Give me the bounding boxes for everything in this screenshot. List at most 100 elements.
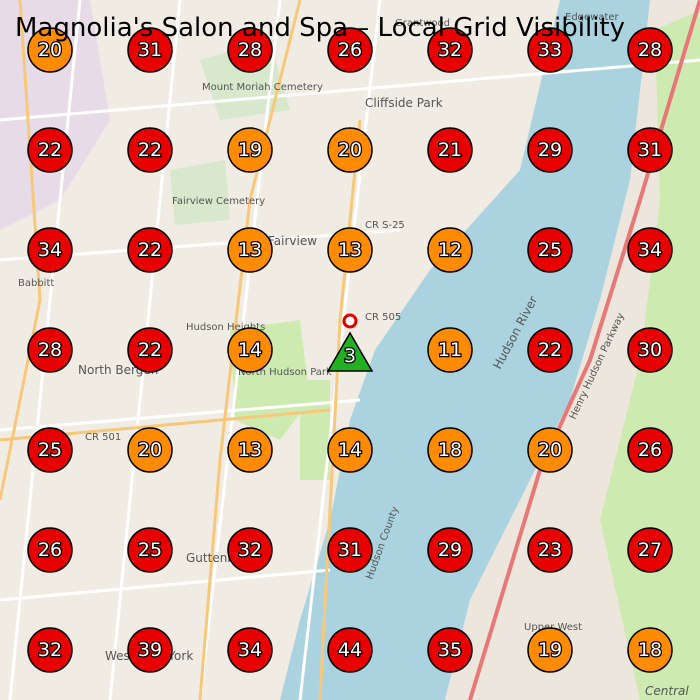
grid-point: 19	[527, 627, 573, 673]
grid-point: 20	[527, 427, 573, 473]
rank-marker	[327, 527, 373, 573]
rank-marker	[627, 627, 673, 673]
rank-label: 20	[138, 439, 162, 461]
rank-marker	[127, 227, 173, 273]
rank-label: 22	[538, 339, 562, 361]
map-label: Central	[645, 684, 689, 698]
grid-point: 34	[627, 227, 673, 273]
map-label: Fairview Cemetery	[172, 196, 265, 207]
grid-point: 44	[327, 627, 373, 673]
rank-marker	[227, 627, 273, 673]
grid-point: 22	[527, 327, 573, 373]
hudson-river	[280, 0, 700, 700]
grid-point: 20	[127, 427, 173, 473]
grid-point: 25	[127, 527, 173, 573]
rank-label: 32	[438, 39, 462, 61]
rank-label: 32	[238, 539, 262, 561]
rank-label: 29	[438, 539, 462, 561]
rank-label: 25	[38, 439, 62, 461]
grid-point: 20	[327, 127, 373, 173]
grid-point: 14	[327, 427, 373, 473]
rank-marker	[27, 427, 73, 473]
rank-marker	[527, 327, 573, 373]
rank-marker	[427, 227, 473, 273]
rank-label: 21	[438, 139, 462, 161]
rank-label: 29	[538, 139, 562, 161]
rank-marker	[27, 527, 73, 573]
grid-point: 22	[127, 227, 173, 273]
rank-marker	[227, 127, 273, 173]
rank-label: 13	[238, 239, 262, 261]
rank-grid: 20 31 28 26 32 33 28 22 22 19 20 21 29 31 34 22 13 13 12 25…	[27, 27, 673, 673]
grid-point: 32	[427, 27, 473, 73]
rank-marker	[627, 227, 673, 273]
map-label: CR 505	[365, 312, 401, 323]
rank-label: 13	[238, 439, 262, 461]
rank-marker	[627, 127, 673, 173]
map-label: Fairview	[268, 234, 317, 248]
rank-marker	[627, 27, 673, 73]
rank-marker	[527, 127, 573, 173]
rank-marker	[427, 127, 473, 173]
major-roads	[0, 0, 362, 700]
cemetery	[170, 160, 230, 225]
grid-point: 34	[227, 627, 273, 673]
rank-marker	[627, 427, 673, 473]
rank-marker	[27, 27, 73, 73]
rank-marker	[327, 27, 373, 73]
rank-label: 12	[438, 239, 462, 261]
grid-point: 28	[627, 27, 673, 73]
rank-label: 39	[138, 639, 162, 661]
rank-marker	[627, 527, 673, 573]
rank-marker	[27, 127, 73, 173]
rank-marker	[127, 627, 173, 673]
rank-marker	[227, 227, 273, 273]
map-label: Edgewater	[565, 12, 620, 23]
rank-marker	[227, 527, 273, 573]
grid-point: 20	[27, 27, 73, 73]
grid-point: 32	[227, 527, 273, 573]
rank-label: 11	[438, 339, 462, 361]
rank-label: 19	[238, 139, 262, 161]
rank-marker	[527, 227, 573, 273]
rank-marker	[27, 327, 73, 373]
rank-marker	[227, 27, 273, 73]
rank-label: 14	[338, 439, 362, 461]
rank-label: 33	[538, 39, 562, 61]
map-label: CR S-25	[365, 220, 405, 231]
avenue	[0, 0, 42, 501]
rank-label: 34	[238, 639, 262, 661]
rank-marker	[27, 227, 73, 273]
rank-marker	[127, 127, 173, 173]
rank-label: 28	[638, 39, 662, 61]
avenue	[198, 0, 302, 700]
rank-label: 25	[538, 239, 562, 261]
rank-label: 18	[638, 639, 662, 661]
rank-label: 35	[438, 639, 462, 661]
map-label: Hudson Heights	[186, 322, 265, 333]
grid-point: 28	[27, 327, 73, 373]
rank-marker	[427, 27, 473, 73]
grid-point: 19	[227, 127, 273, 173]
grid-point: 29	[427, 527, 473, 573]
rank-label: 22	[138, 239, 162, 261]
grid-point: 23	[527, 527, 573, 573]
rank-label: 19	[538, 639, 562, 661]
rank-marker	[427, 427, 473, 473]
grid-point: 31	[627, 127, 673, 173]
rank-label: 20	[338, 139, 362, 161]
rank-marker	[527, 427, 573, 473]
rank-marker	[427, 327, 473, 373]
rank-marker	[127, 27, 173, 73]
rank-marker	[227, 327, 273, 373]
rank-label: 28	[238, 39, 262, 61]
map-label: CR 501	[85, 432, 121, 443]
rank-label: 31	[338, 539, 362, 561]
map-label: Cliffside Park	[365, 96, 443, 110]
business-pin	[342, 313, 358, 329]
rank-label: 28	[38, 339, 62, 361]
map-label: Mount Moriah Cemetery	[202, 82, 323, 93]
rank-marker	[427, 527, 473, 573]
rank-label: 22	[38, 139, 62, 161]
rank-label: 34	[638, 239, 662, 261]
